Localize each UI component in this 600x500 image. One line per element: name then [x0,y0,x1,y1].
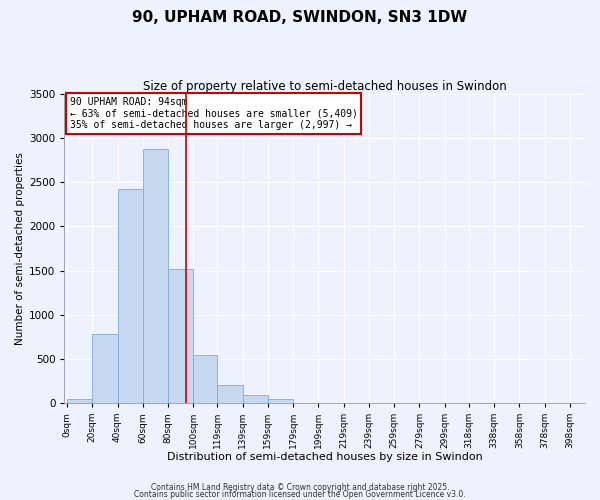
Bar [67,398,92,403]
Bar [143,149,168,403]
Title: Size of property relative to semi-detached houses in Swindon: Size of property relative to semi-detach… [143,80,506,93]
Bar [217,386,242,403]
Bar [242,395,268,403]
Text: 90 UPHAM ROAD: 94sqm
← 63% of semi-detached houses are smaller (5,409)
35% of se: 90 UPHAM ROAD: 94sqm ← 63% of semi-detac… [70,98,358,130]
Bar [168,269,193,403]
Bar [92,334,118,403]
X-axis label: Distribution of semi-detached houses by size in Swindon: Distribution of semi-detached houses by … [167,452,482,462]
Text: 90, UPHAM ROAD, SWINDON, SN3 1DW: 90, UPHAM ROAD, SWINDON, SN3 1DW [133,10,467,25]
Bar [268,398,293,403]
Bar [193,356,217,403]
Text: Contains HM Land Registry data © Crown copyright and database right 2025.: Contains HM Land Registry data © Crown c… [151,484,449,492]
Text: Contains public sector information licensed under the Open Government Licence v3: Contains public sector information licen… [134,490,466,499]
Y-axis label: Number of semi-detached properties: Number of semi-detached properties [15,152,25,345]
Bar [118,188,143,403]
